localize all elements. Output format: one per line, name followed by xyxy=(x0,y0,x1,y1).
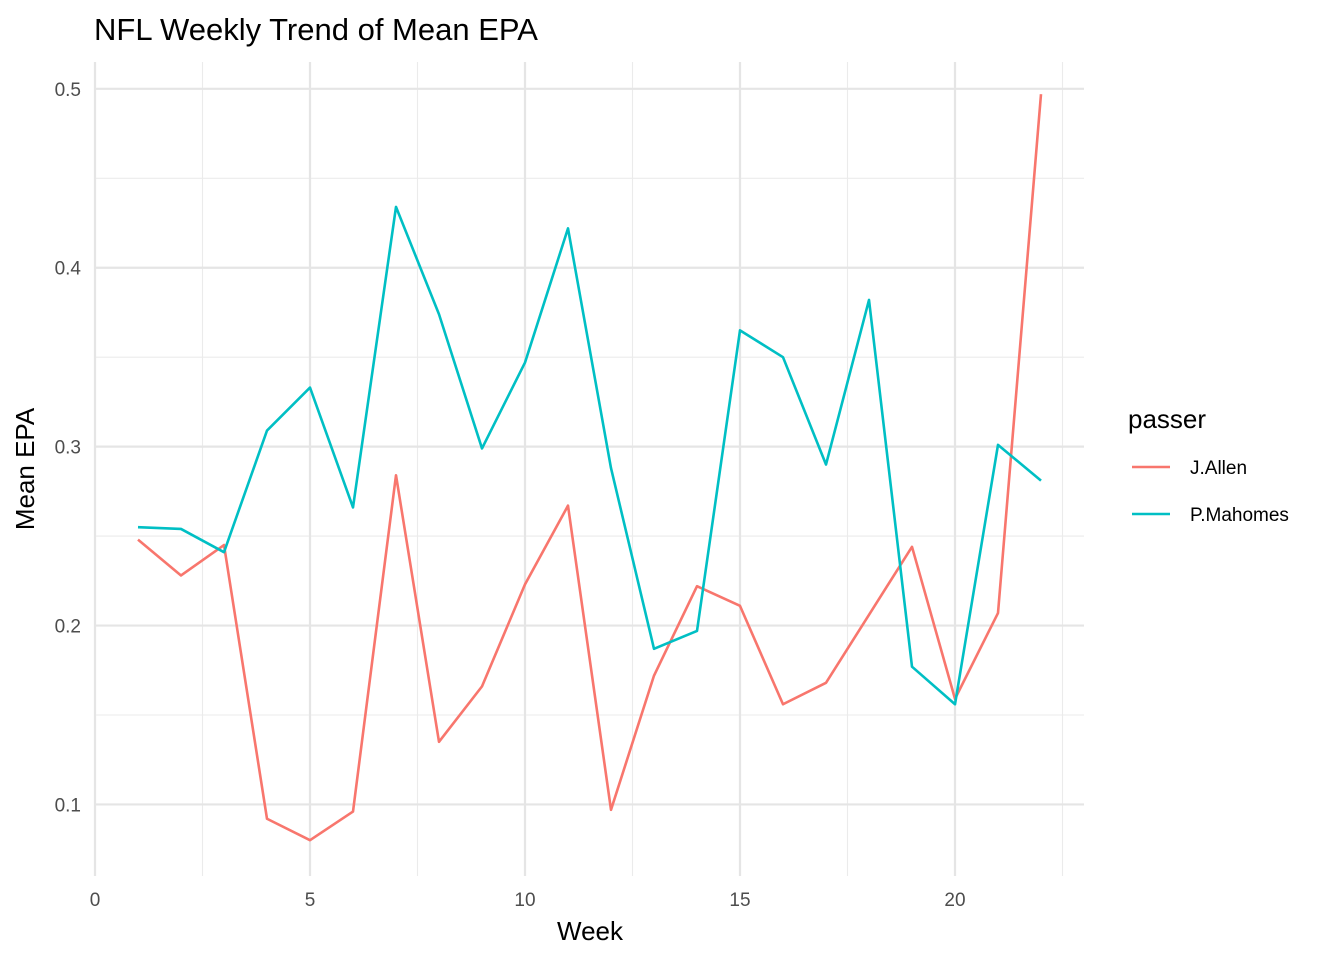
x-tick-label: 5 xyxy=(305,890,316,911)
x-tick-label: 20 xyxy=(944,890,965,911)
y-tick-label: 0.4 xyxy=(55,259,82,280)
series-lines xyxy=(137,94,1043,842)
legend: passer J.Allen P.Mahomes xyxy=(1128,404,1289,526)
y-axis-title: Mean EPA xyxy=(10,407,40,530)
major-gridlines xyxy=(93,62,1084,876)
legend-title: passer xyxy=(1128,404,1206,434)
x-axis-title: Week xyxy=(557,916,624,946)
legend-label-p-mahomes: P.Mahomes xyxy=(1190,505,1289,526)
series-line-p-mahomes xyxy=(137,205,1042,706)
chart-title: NFL Weekly Trend of Mean EPA xyxy=(94,12,538,47)
x-tick-label: 0 xyxy=(90,890,101,911)
y-tick-label: 0.1 xyxy=(55,795,81,816)
x-axis-tick-labels: 0 5 10 15 20 xyxy=(90,890,966,911)
legend-label-j-allen: J.Allen xyxy=(1190,458,1247,479)
legend-items: J.Allen P.Mahomes xyxy=(1132,458,1289,526)
y-tick-label: 0.3 xyxy=(55,438,81,459)
minor-gridlines xyxy=(95,62,1084,876)
y-tick-label: 0.5 xyxy=(55,80,81,101)
x-tick-label: 10 xyxy=(514,890,535,911)
series-line-j-allen xyxy=(137,94,1043,842)
y-tick-label: 0.2 xyxy=(55,617,81,638)
y-axis-tick-labels: 0.1 0.2 0.3 0.4 0.5 xyxy=(55,80,82,817)
x-tick-label: 15 xyxy=(729,890,750,911)
